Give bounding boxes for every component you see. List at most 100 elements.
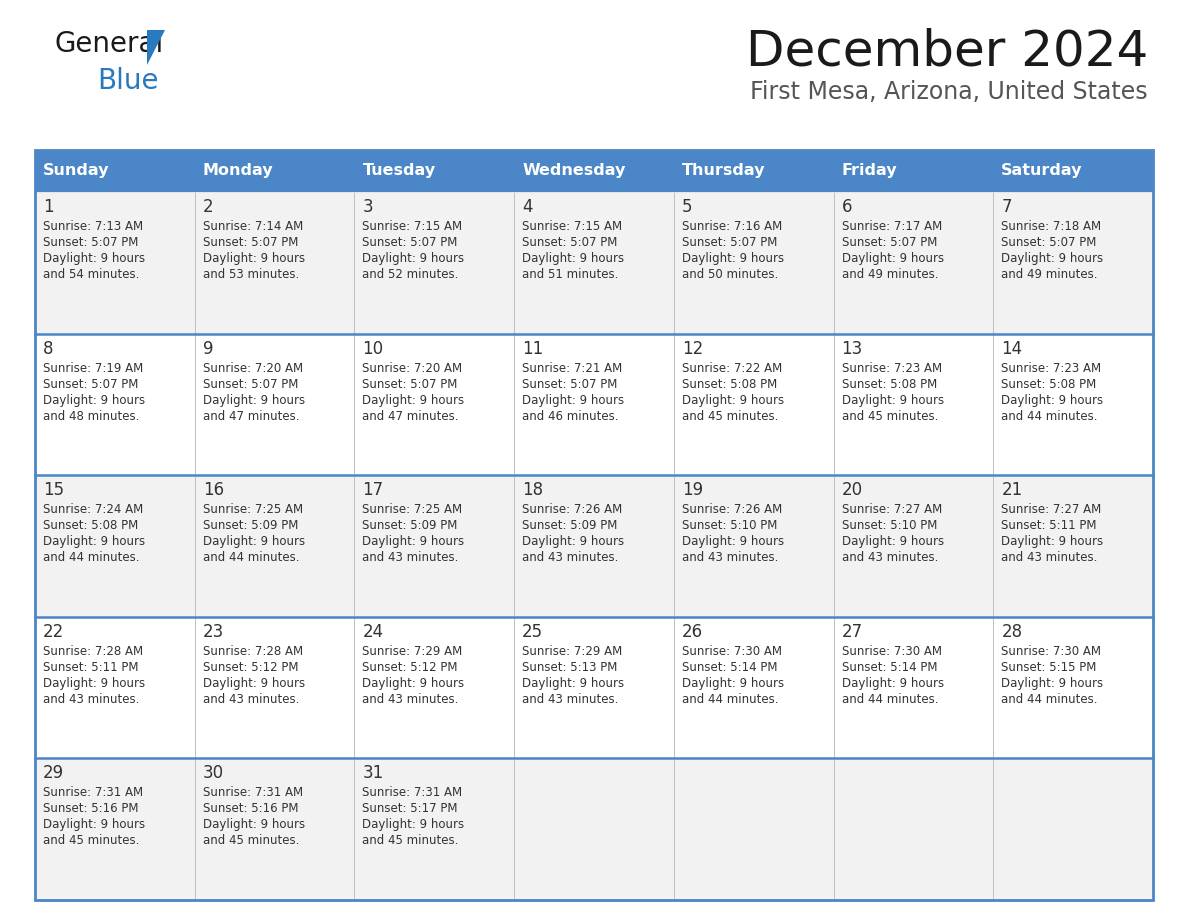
Bar xyxy=(674,758,834,900)
Text: Sunrise: 7:31 AM: Sunrise: 7:31 AM xyxy=(43,787,143,800)
Text: Daylight: 9 hours: Daylight: 9 hours xyxy=(43,535,145,548)
Text: Sunrise: 7:29 AM: Sunrise: 7:29 AM xyxy=(523,644,623,658)
Text: Sunrise: 7:31 AM: Sunrise: 7:31 AM xyxy=(203,787,303,800)
Bar xyxy=(674,192,834,333)
Bar xyxy=(993,758,1154,900)
Text: 28: 28 xyxy=(1001,622,1023,641)
Text: 29: 29 xyxy=(43,765,64,782)
Text: Daylight: 9 hours: Daylight: 9 hours xyxy=(43,819,145,832)
Text: and 52 minutes.: and 52 minutes. xyxy=(362,268,459,281)
Text: and 45 minutes.: and 45 minutes. xyxy=(841,409,939,422)
Text: Sunrise: 7:24 AM: Sunrise: 7:24 AM xyxy=(43,503,144,516)
Text: First Mesa, Arizona, United States: First Mesa, Arizona, United States xyxy=(751,80,1148,104)
Text: Sunset: 5:07 PM: Sunset: 5:07 PM xyxy=(362,377,457,390)
Text: Daylight: 9 hours: Daylight: 9 hours xyxy=(362,677,465,689)
Text: Sunrise: 7:27 AM: Sunrise: 7:27 AM xyxy=(1001,503,1101,516)
Text: Sunrise: 7:26 AM: Sunrise: 7:26 AM xyxy=(523,503,623,516)
Bar xyxy=(34,150,195,192)
Bar xyxy=(34,150,1154,900)
Text: and 43 minutes.: and 43 minutes. xyxy=(1001,551,1098,565)
Bar xyxy=(834,617,993,758)
Bar xyxy=(354,476,514,617)
Bar xyxy=(34,617,195,758)
Text: 26: 26 xyxy=(682,622,703,641)
Text: and 43 minutes.: and 43 minutes. xyxy=(203,693,299,706)
Text: Sunrise: 7:16 AM: Sunrise: 7:16 AM xyxy=(682,220,782,233)
Text: Sunset: 5:15 PM: Sunset: 5:15 PM xyxy=(1001,661,1097,674)
Text: Saturday: Saturday xyxy=(1001,163,1082,178)
Text: 18: 18 xyxy=(523,481,543,499)
Text: Sunrise: 7:19 AM: Sunrise: 7:19 AM xyxy=(43,362,144,375)
Bar xyxy=(195,617,354,758)
Text: and 54 minutes.: and 54 minutes. xyxy=(43,268,139,281)
Bar xyxy=(514,333,674,476)
Text: 25: 25 xyxy=(523,622,543,641)
Bar xyxy=(195,758,354,900)
Text: Sunrise: 7:27 AM: Sunrise: 7:27 AM xyxy=(841,503,942,516)
Text: 3: 3 xyxy=(362,198,373,216)
Text: 27: 27 xyxy=(841,622,862,641)
Text: Sunrise: 7:30 AM: Sunrise: 7:30 AM xyxy=(682,644,782,658)
Bar xyxy=(34,333,195,476)
Text: Sunset: 5:07 PM: Sunset: 5:07 PM xyxy=(43,236,138,249)
Text: 4: 4 xyxy=(523,198,532,216)
Text: Sunset: 5:09 PM: Sunset: 5:09 PM xyxy=(362,520,457,532)
Text: and 46 minutes.: and 46 minutes. xyxy=(523,409,619,422)
Text: 11: 11 xyxy=(523,340,543,358)
Text: 6: 6 xyxy=(841,198,852,216)
Text: Daylight: 9 hours: Daylight: 9 hours xyxy=(203,677,305,689)
Text: Daylight: 9 hours: Daylight: 9 hours xyxy=(841,535,943,548)
Text: Sunrise: 7:25 AM: Sunrise: 7:25 AM xyxy=(203,503,303,516)
Bar xyxy=(514,192,674,333)
Text: Sunrise: 7:29 AM: Sunrise: 7:29 AM xyxy=(362,644,462,658)
Text: and 44 minutes.: and 44 minutes. xyxy=(203,551,299,565)
Bar xyxy=(834,150,993,192)
Text: Sunrise: 7:23 AM: Sunrise: 7:23 AM xyxy=(1001,362,1101,375)
Text: Sunrise: 7:15 AM: Sunrise: 7:15 AM xyxy=(362,220,462,233)
Bar xyxy=(993,617,1154,758)
Text: 22: 22 xyxy=(43,622,64,641)
Text: Daylight: 9 hours: Daylight: 9 hours xyxy=(43,677,145,689)
Text: 10: 10 xyxy=(362,340,384,358)
Text: Sunset: 5:16 PM: Sunset: 5:16 PM xyxy=(203,802,298,815)
Text: and 44 minutes.: and 44 minutes. xyxy=(841,693,939,706)
Text: Sunset: 5:12 PM: Sunset: 5:12 PM xyxy=(203,661,298,674)
Text: Sunrise: 7:13 AM: Sunrise: 7:13 AM xyxy=(43,220,143,233)
Text: and 44 minutes.: and 44 minutes. xyxy=(43,551,139,565)
Bar xyxy=(993,476,1154,617)
Text: and 53 minutes.: and 53 minutes. xyxy=(203,268,299,281)
Text: Sunset: 5:14 PM: Sunset: 5:14 PM xyxy=(682,661,777,674)
Text: Tuesday: Tuesday xyxy=(362,163,436,178)
Text: Sunset: 5:07 PM: Sunset: 5:07 PM xyxy=(43,377,138,390)
Text: and 49 minutes.: and 49 minutes. xyxy=(1001,268,1098,281)
Bar xyxy=(34,476,195,617)
Text: 24: 24 xyxy=(362,622,384,641)
Text: Daylight: 9 hours: Daylight: 9 hours xyxy=(43,394,145,407)
Bar xyxy=(514,476,674,617)
Text: 30: 30 xyxy=(203,765,223,782)
Text: Daylight: 9 hours: Daylight: 9 hours xyxy=(841,677,943,689)
Text: Daylight: 9 hours: Daylight: 9 hours xyxy=(203,819,305,832)
Text: 17: 17 xyxy=(362,481,384,499)
Text: and 43 minutes.: and 43 minutes. xyxy=(841,551,939,565)
Text: Sunrise: 7:28 AM: Sunrise: 7:28 AM xyxy=(43,644,143,658)
Text: Daylight: 9 hours: Daylight: 9 hours xyxy=(1001,394,1104,407)
Bar xyxy=(34,758,195,900)
Text: 1: 1 xyxy=(43,198,53,216)
Text: 19: 19 xyxy=(682,481,703,499)
Bar xyxy=(34,192,195,333)
Bar xyxy=(354,617,514,758)
Text: Sunrise: 7:21 AM: Sunrise: 7:21 AM xyxy=(523,362,623,375)
Text: Sunset: 5:12 PM: Sunset: 5:12 PM xyxy=(362,661,457,674)
Text: Sunset: 5:08 PM: Sunset: 5:08 PM xyxy=(1001,377,1097,390)
Text: and 43 minutes.: and 43 minutes. xyxy=(362,551,459,565)
Bar xyxy=(354,758,514,900)
Text: Sunset: 5:16 PM: Sunset: 5:16 PM xyxy=(43,802,139,815)
Text: and 45 minutes.: and 45 minutes. xyxy=(682,409,778,422)
Text: Sunset: 5:17 PM: Sunset: 5:17 PM xyxy=(362,802,457,815)
Text: Sunset: 5:08 PM: Sunset: 5:08 PM xyxy=(43,520,138,532)
Bar xyxy=(354,333,514,476)
Bar xyxy=(514,150,674,192)
Text: Blue: Blue xyxy=(97,67,158,95)
Text: Sunset: 5:07 PM: Sunset: 5:07 PM xyxy=(841,236,937,249)
